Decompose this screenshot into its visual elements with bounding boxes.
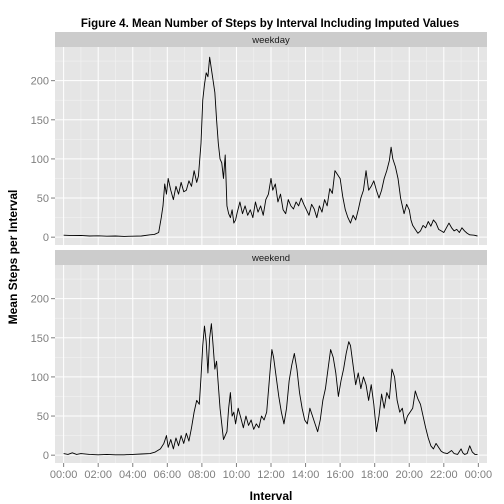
x-tick-label: 20:00 xyxy=(395,469,423,481)
x-tick-label: 14:00 xyxy=(292,469,320,481)
x-tick-label: 22:00 xyxy=(430,469,458,481)
y-tick-label: 200 xyxy=(31,76,49,88)
chart-title: Figure 4. Mean Number of Steps by Interv… xyxy=(81,18,459,30)
x-axis-title: Interval xyxy=(250,489,293,503)
x-tick-label: 16:00 xyxy=(326,469,354,481)
y-tick-label: 200 xyxy=(31,294,49,306)
y-tick-label: 0 xyxy=(43,450,49,462)
panel-weekday: weekday 0 50 100 150 200 xyxy=(31,32,487,245)
x-tick-label: 02:00 xyxy=(84,469,112,481)
y-tick-label: 50 xyxy=(37,193,49,205)
y-tick-label: 150 xyxy=(31,115,49,127)
panel-weekend: weekend 0 50 100 150 200 00:00 02:00 04:00 06:00 0… xyxy=(31,250,492,481)
x-tick-label: 08:00 xyxy=(188,469,216,481)
strip-label: weekday xyxy=(251,35,290,46)
x-tick-label: 18:00 xyxy=(361,469,389,481)
x-tick-label: 00:00 xyxy=(465,469,493,481)
strip-background xyxy=(55,250,487,265)
y-tick-label: 150 xyxy=(31,333,49,345)
series-line-weekend xyxy=(63,323,478,456)
x-tick-label: 12:00 xyxy=(257,469,285,481)
strip-label: weekend xyxy=(251,253,290,264)
y-axis-title: Mean Steps per Interval xyxy=(6,190,20,325)
x-tick-label: 06:00 xyxy=(154,469,182,481)
y-tick-label: 50 xyxy=(37,411,49,423)
x-tick-label: 10:00 xyxy=(223,469,251,481)
y-tick-label: 100 xyxy=(31,372,49,384)
y-tick-label: 100 xyxy=(31,154,49,166)
strip-background xyxy=(55,32,487,47)
series-line-weekday xyxy=(63,56,478,237)
x-tick-label: 04:00 xyxy=(119,469,147,481)
y-tick-label: 0 xyxy=(43,232,49,244)
x-tick-label: 00:00 xyxy=(50,469,78,481)
